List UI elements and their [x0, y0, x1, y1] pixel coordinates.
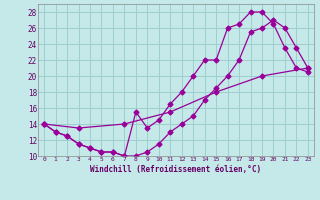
X-axis label: Windchill (Refroidissement éolien,°C): Windchill (Refroidissement éolien,°C) — [91, 165, 261, 174]
